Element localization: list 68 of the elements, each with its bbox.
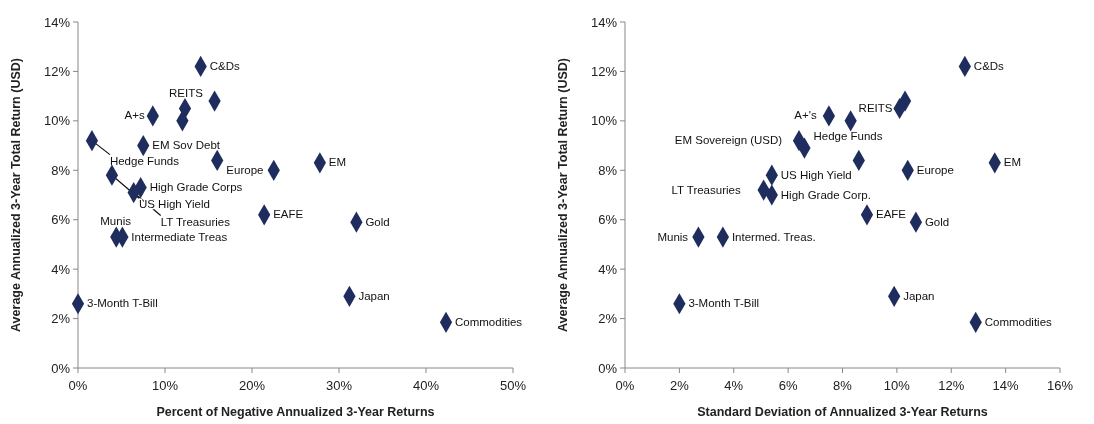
y-axis-title: Average Annualized 3-Year Total Return (USD)	[556, 58, 570, 332]
y-tick-label: 8%	[51, 162, 71, 178]
annotation: REITS	[169, 86, 204, 99]
x-tick-label: 12%	[938, 378, 965, 393]
x-tick-label: 40%	[412, 378, 440, 393]
x-tick-label: 10%	[151, 378, 179, 393]
y-tick-label: 6%	[598, 212, 618, 228]
annotation: US High Yield	[780, 168, 852, 181]
x-tick-label: 2%	[669, 378, 690, 393]
y-tick-label: 6%	[51, 212, 71, 228]
x-tick-label: 20%	[238, 378, 266, 393]
x-tick-label: 30%	[325, 378, 353, 393]
y-tick-label: 12%	[590, 63, 618, 79]
x-axis-title: Standard Deviation of Annualized 3-Year Returns	[697, 405, 988, 419]
annotation: Europe	[226, 163, 264, 176]
y-tick-label: 2%	[51, 311, 71, 327]
y-tick-label: 4%	[598, 261, 618, 277]
annotation: C&Ds	[209, 59, 240, 72]
annotation: Hedge Funds	[109, 154, 180, 167]
annotation: Europe	[916, 163, 954, 176]
annotation: C&Ds	[973, 59, 1005, 72]
annotation: A+s	[124, 109, 146, 122]
y-tick-label: 0%	[598, 360, 618, 376]
annotation: Munis	[100, 215, 132, 228]
annotation: EM	[1003, 156, 1021, 169]
annotation: Japan	[903, 289, 935, 302]
y-axis-title: Average Annualized 3-Year Total Return (USD)	[9, 58, 23, 332]
annotation: Intermed. Treas.	[731, 230, 816, 243]
annotation: Commodities	[455, 315, 523, 328]
annotation: Japan	[358, 289, 390, 302]
annotation: Munis	[657, 230, 689, 243]
x-tick-label: 16%	[1046, 378, 1074, 393]
x-tick-label: 4%	[724, 378, 744, 393]
y-tick-label: 2%	[598, 311, 618, 327]
annotation: EAFE	[875, 208, 907, 221]
annotation: High Grade Corps	[149, 181, 243, 194]
x-tick-label: 0%	[68, 378, 88, 393]
annotation: Intermediate Treas	[131, 230, 228, 243]
annotation: High Grade Corp.	[780, 188, 871, 201]
annotation: LT Treasuries	[671, 183, 741, 196]
annotation: Gold	[924, 215, 950, 228]
x-tick-label: 10%	[883, 378, 911, 393]
x-tick-label: 6%	[778, 378, 798, 393]
annotation: 3-Month T-Bill	[87, 297, 158, 310]
annotation: EAFE	[273, 208, 304, 221]
y-tick-label: 10%	[590, 113, 618, 129]
y-tick-label: 14%	[590, 14, 618, 30]
annotation: A+'s	[794, 109, 817, 122]
y-tick-label: 10%	[43, 113, 71, 129]
x-tick-label: 0%	[615, 378, 635, 393]
y-tick-label: 8%	[598, 162, 618, 178]
annotation: EM Sov Debt	[152, 139, 221, 152]
x-tick-label: 8%	[833, 378, 853, 393]
annotation: Hedge Funds	[813, 130, 883, 143]
y-tick-label: 14%	[43, 14, 71, 30]
annotation: Gold	[365, 215, 390, 228]
x-axis-title: Percent of Negative Annualized 3-Year Returns	[156, 405, 435, 419]
annotation: EM Sovereign (USD)	[674, 134, 783, 147]
annotation: 3-Month T-Bill	[688, 297, 760, 310]
annotation: Commodities	[984, 315, 1053, 328]
y-tick-label: 0%	[51, 360, 71, 376]
annotation: LT Treasuries	[160, 215, 231, 228]
y-tick-label: 12%	[43, 63, 71, 79]
x-tick-label: 50%	[499, 378, 527, 393]
annotation: REITS	[858, 102, 893, 114]
annotation: EM	[328, 156, 347, 169]
x-tick-label: 14%	[992, 378, 1020, 393]
y-tick-label: 4%	[51, 261, 71, 277]
